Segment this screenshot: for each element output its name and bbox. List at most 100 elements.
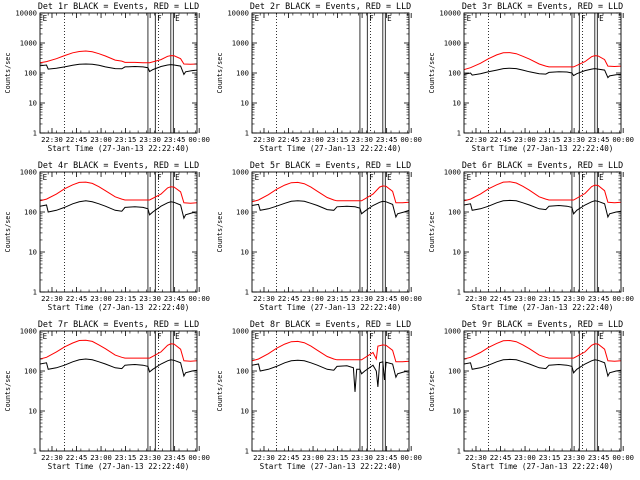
events-series-line [464, 358, 621, 378]
detector-panel-7: Det 7r BLACK = Events, RED = LLD E F E 1 10 10… [4, 319, 210, 471]
y-tick-label: 100 [236, 208, 249, 217]
x-tick-label: 22:45 [66, 453, 88, 462]
x-tick-label: 23:00 [90, 453, 112, 462]
x-tick-label: 00:00 [612, 453, 634, 462]
x-tick-label: 23:15 [115, 135, 137, 144]
marker-label: F [157, 332, 162, 341]
x-tick-label: 23:15 [539, 294, 561, 303]
detector-panel-1: Det 1r BLACK = Events, RED = LLD E F E 1 10 10… [4, 1, 210, 153]
plot-frame [39, 171, 198, 293]
panel-title: Det 4r BLACK = Events, RED = LLD [38, 160, 199, 170]
x-tick-label: 23:45 [164, 453, 186, 462]
events-series-line [464, 67, 621, 79]
plot-frame [463, 171, 622, 293]
x-tick-label: 00:00 [400, 453, 422, 462]
y-tick-label: 100 [24, 208, 37, 217]
y-tick-label: 1 [33, 288, 37, 297]
marker-label: E [467, 14, 472, 23]
panel-title: Det 2r BLACK = Events, RED = LLD [250, 1, 411, 11]
x-tick-label: 23:00 [302, 294, 324, 303]
events-series-line [464, 199, 621, 219]
y-tick-label: 10 [452, 407, 461, 416]
x-tick-label: 23:15 [327, 294, 349, 303]
x-tick-label: 23:30 [351, 453, 373, 462]
marker-label: F [157, 14, 162, 23]
plot-frame [463, 330, 622, 452]
y-tick-label: 100 [24, 69, 37, 78]
x-tick-label: 23:30 [351, 135, 373, 144]
x-axis-label: Start Time (27-Jan-13 22:22:40) [472, 462, 614, 471]
y-tick-label: 1 [457, 288, 461, 297]
x-tick-label: 22:45 [278, 135, 300, 144]
plot-frame [251, 330, 410, 452]
y-axis-label: Counts/sec [428, 53, 436, 94]
x-tick-label: 23:45 [164, 135, 186, 144]
y-axis-label: Counts/sec [428, 212, 436, 253]
x-tick-label: 22:30 [253, 453, 275, 462]
x-axis-label: Start Time (27-Jan-13 22:22:40) [472, 144, 614, 153]
panel-title: Det 8r BLACK = Events, RED = LLD [250, 319, 411, 329]
x-tick-label: 22:30 [253, 294, 275, 303]
y-tick-label: 1 [245, 288, 249, 297]
y-tick-label: 100 [236, 69, 249, 78]
x-tick-label: 22:45 [490, 294, 512, 303]
y-tick-label: 1000 [20, 168, 37, 177]
y-axis-label: Counts/sec [4, 212, 12, 253]
x-tick-label: 23:30 [563, 294, 585, 303]
x-tick-label: 22:30 [41, 294, 63, 303]
x-axis-label: Start Time (27-Jan-13 22:22:40) [260, 144, 402, 153]
y-tick-label: 1000 [20, 39, 37, 48]
lld-series-line [252, 181, 409, 204]
x-tick-label: 23:45 [376, 453, 398, 462]
x-tick-label: 23:15 [115, 294, 137, 303]
x-axis-label: Start Time (27-Jan-13 22:22:40) [48, 144, 190, 153]
marker-label: E [467, 173, 472, 182]
x-tick-label: 00:00 [400, 294, 422, 303]
x-tick-label: 23:00 [514, 294, 536, 303]
x-tick-label: 23:45 [164, 294, 186, 303]
x-tick-label: 22:45 [278, 453, 300, 462]
x-tick-label: 23:30 [563, 453, 585, 462]
y-tick-label: 10 [452, 99, 461, 108]
y-axis-label: Counts/sec [216, 53, 224, 94]
y-tick-label: 1 [457, 129, 461, 138]
y-tick-label: 100 [448, 367, 461, 376]
detector-panel-5: Det 5r BLACK = Events, RED = LLD E F E 1 10 10… [216, 160, 422, 312]
marker-label: F [157, 173, 162, 182]
x-tick-label: 23:30 [351, 294, 373, 303]
y-tick-label: 100 [236, 367, 249, 376]
x-tick-label: 23:45 [588, 294, 610, 303]
plot-frame [39, 330, 198, 452]
x-tick-label: 23:00 [514, 135, 536, 144]
lld-series-line [40, 339, 197, 362]
marker-label: F [581, 332, 586, 341]
x-tick-label: 23:30 [139, 135, 161, 144]
marker-label: E [43, 14, 48, 23]
x-tick-label: 22:45 [490, 453, 512, 462]
y-tick-label: 1 [33, 129, 37, 138]
detector-panel-6: Det 6r BLACK = Events, RED = LLD E F E 1 10 10… [428, 160, 634, 312]
y-tick-label: 100 [448, 208, 461, 217]
marker-label: E [467, 332, 472, 341]
x-tick-label: 23:15 [115, 453, 137, 462]
y-axis-label: Counts/sec [428, 371, 436, 412]
events-series-line [252, 359, 409, 392]
x-tick-label: 22:30 [465, 453, 487, 462]
y-tick-label: 1000 [232, 327, 249, 336]
marker-label: E [387, 173, 392, 182]
marker-label: E [599, 173, 604, 182]
y-tick-label: 1000 [444, 39, 461, 48]
panel-title: Det 5r BLACK = Events, RED = LLD [250, 160, 411, 170]
x-tick-label: 22:30 [465, 135, 487, 144]
x-axis-label: Start Time (27-Jan-13 22:22:40) [48, 462, 190, 471]
x-tick-label: 22:30 [41, 453, 63, 462]
marker-label: E [387, 14, 392, 23]
detector-panel-3: Det 3r BLACK = Events, RED = LLD E F E 1 10 10… [428, 1, 634, 153]
x-tick-label: 22:30 [253, 135, 275, 144]
panel-title: Det 7r BLACK = Events, RED = LLD [38, 319, 199, 329]
events-series-line [40, 63, 197, 76]
lld-series-line [40, 50, 197, 65]
marker-label: E [255, 14, 260, 23]
marker-label: E [255, 173, 260, 182]
